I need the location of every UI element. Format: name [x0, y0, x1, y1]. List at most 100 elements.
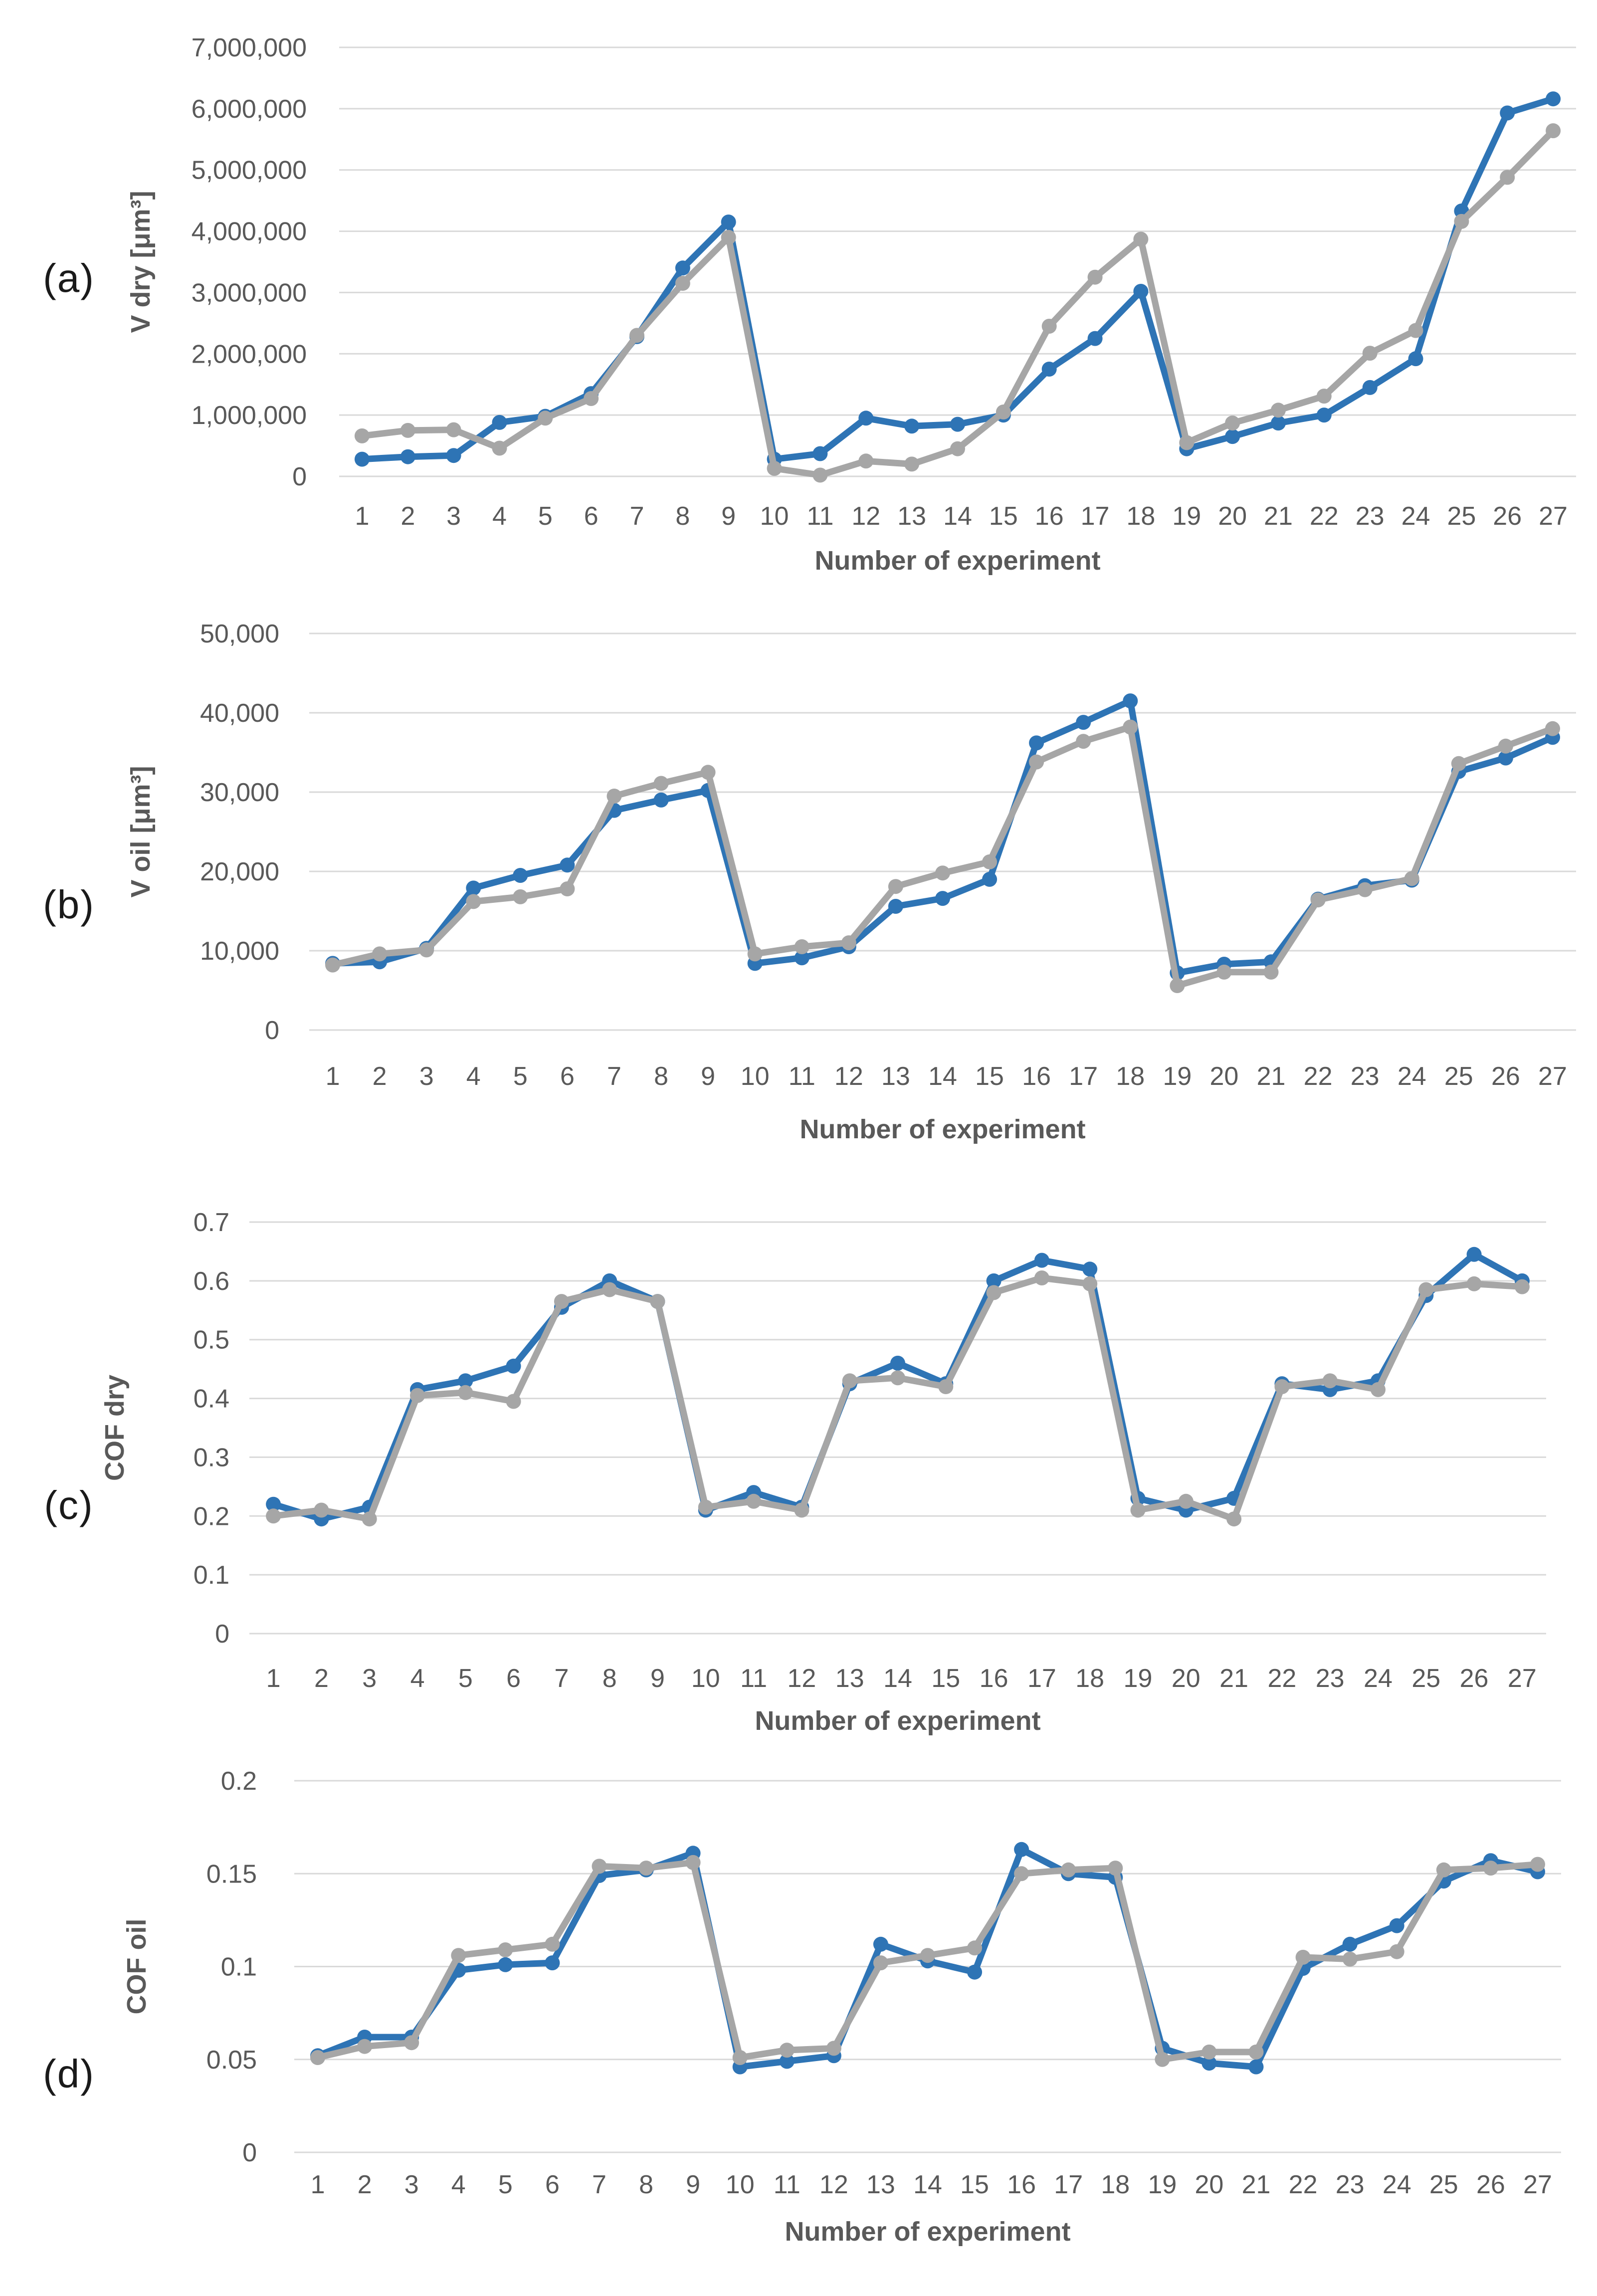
x-tick-label: 5	[458, 1664, 473, 1693]
gray-series-point	[1216, 964, 1232, 980]
panel-label-c: (c)	[44, 1483, 94, 1527]
blue-series-point	[1076, 715, 1091, 730]
x-tick-label: 25	[1447, 502, 1476, 531]
gray-series-point	[1225, 416, 1240, 431]
gray-series-point	[446, 422, 461, 437]
x-tick-label: 8	[639, 2170, 653, 2199]
x-tick-label: 11	[789, 1062, 815, 1091]
x-tick-label: 17	[1081, 502, 1110, 531]
gray-series-point	[1500, 170, 1515, 185]
gray-series-point	[996, 405, 1011, 419]
x-tick-label: 13	[897, 502, 926, 531]
y-tick-label: 0.2	[221, 1767, 257, 1796]
blue-series-point	[1498, 750, 1513, 766]
y-tick-label: 0.1	[221, 1953, 257, 1982]
x-tick-label: 19	[1172, 502, 1201, 531]
x-tick-label: 24	[1401, 502, 1430, 531]
gray-series-point	[498, 1942, 513, 1957]
x-tick-label: 17	[1027, 1664, 1056, 1693]
x-tick-label: 23	[1336, 2170, 1365, 2199]
x-tick-label: 27	[1538, 1062, 1567, 1091]
x-tick-label: 2	[373, 1062, 387, 1091]
gray-series-point	[888, 879, 903, 894]
blue-series-point	[446, 448, 461, 463]
x-tick-label: 7	[554, 1664, 569, 1693]
blue-series-point	[967, 1964, 983, 1980]
gray-series-point	[1483, 1861, 1498, 1876]
gray-series-point	[629, 328, 644, 343]
gray-series-point	[1082, 1276, 1098, 1291]
x-tick-label: 27	[1523, 2170, 1552, 2199]
y-axis-title: COF dry	[100, 1375, 130, 1481]
x-tick-label: 24	[1397, 1062, 1426, 1091]
gray-series-point	[650, 1294, 665, 1309]
y-tick-label: 0	[242, 2138, 257, 2167]
gray-series-point	[314, 1502, 329, 1518]
y-tick-label: 0	[215, 1620, 229, 1649]
blue-series-point	[1029, 735, 1044, 751]
gray-series-point	[1041, 319, 1057, 334]
x-tick-label: 9	[721, 502, 736, 531]
gray-series-point	[1418, 1282, 1434, 1297]
x-tick-label: 21	[1242, 2170, 1271, 2199]
gray-series-point	[372, 946, 388, 962]
y-tick-label: 0.7	[194, 1208, 229, 1237]
gray-series-point	[325, 957, 340, 973]
x-axis-title: Number of experiment	[799, 1114, 1085, 1144]
gray-series-point	[747, 946, 763, 962]
x-tick-label: 24	[1383, 2170, 1411, 2199]
gray-series-point	[698, 1499, 713, 1515]
gray-series-point	[1248, 2044, 1264, 2060]
gray-series-point	[1201, 2044, 1217, 2060]
x-tick-label: 20	[1218, 502, 1247, 531]
blue-series-point	[1133, 284, 1149, 299]
blue-series-point	[506, 1358, 521, 1374]
gray-series-point	[653, 776, 669, 791]
gray-series-point	[266, 1508, 281, 1524]
x-tick-label: 15	[975, 1062, 1004, 1091]
y-tick-label: 5,000,000	[192, 156, 307, 185]
x-tick-label: 16	[1007, 2170, 1036, 2199]
gray-series-point	[1263, 964, 1279, 980]
x-tick-label: 16	[1035, 502, 1064, 531]
gray-series-point	[1178, 1493, 1194, 1509]
gray-series-point	[1357, 882, 1373, 897]
gray-series-point	[1342, 1951, 1358, 1967]
x-tick-label: 11	[774, 2170, 800, 2199]
blue-series-point	[1034, 1252, 1049, 1268]
x-tick-label: 14	[928, 1062, 957, 1091]
y-tick-label: 0	[292, 462, 307, 491]
gray-series-point	[794, 1502, 809, 1518]
x-tick-label: 20	[1210, 1062, 1239, 1091]
blue-series-point	[873, 1936, 888, 1952]
x-tick-label: 26	[1493, 502, 1522, 531]
gray-series-point	[700, 765, 716, 780]
x-tick-label: 6	[545, 2170, 560, 2199]
blue-series-point	[904, 418, 920, 434]
blue-series-point	[1082, 1261, 1098, 1277]
gray-series-point	[950, 441, 965, 456]
y-tick-label: 0.15	[206, 1860, 257, 1888]
x-tick-label: 26	[1460, 1664, 1489, 1693]
gray-series-point	[310, 2050, 325, 2065]
x-tick-label: 14	[883, 1664, 912, 1693]
gray-series-point	[1404, 871, 1419, 886]
gray-series-point	[1130, 1502, 1146, 1518]
panel-label-d: (d)	[43, 2052, 95, 2096]
gray-series-point	[1034, 1270, 1049, 1285]
y-tick-label: 30,000	[200, 778, 279, 807]
x-tick-label: 2	[358, 2170, 372, 2199]
y-tick-label: 0.3	[194, 1443, 229, 1472]
y-tick-label: 20,000	[200, 857, 279, 886]
x-tick-label: 20	[1195, 2170, 1224, 2199]
blue-series-point	[545, 1955, 560, 1971]
gray-series-point	[638, 1861, 654, 1876]
x-tick-label: 23	[1351, 1062, 1380, 1091]
x-tick-label: 7	[592, 2170, 606, 2199]
gray-series-point	[1029, 754, 1044, 770]
gray-series-point	[506, 1394, 521, 1409]
gray-series-point	[1545, 721, 1560, 736]
gray-series-point	[890, 1370, 905, 1386]
